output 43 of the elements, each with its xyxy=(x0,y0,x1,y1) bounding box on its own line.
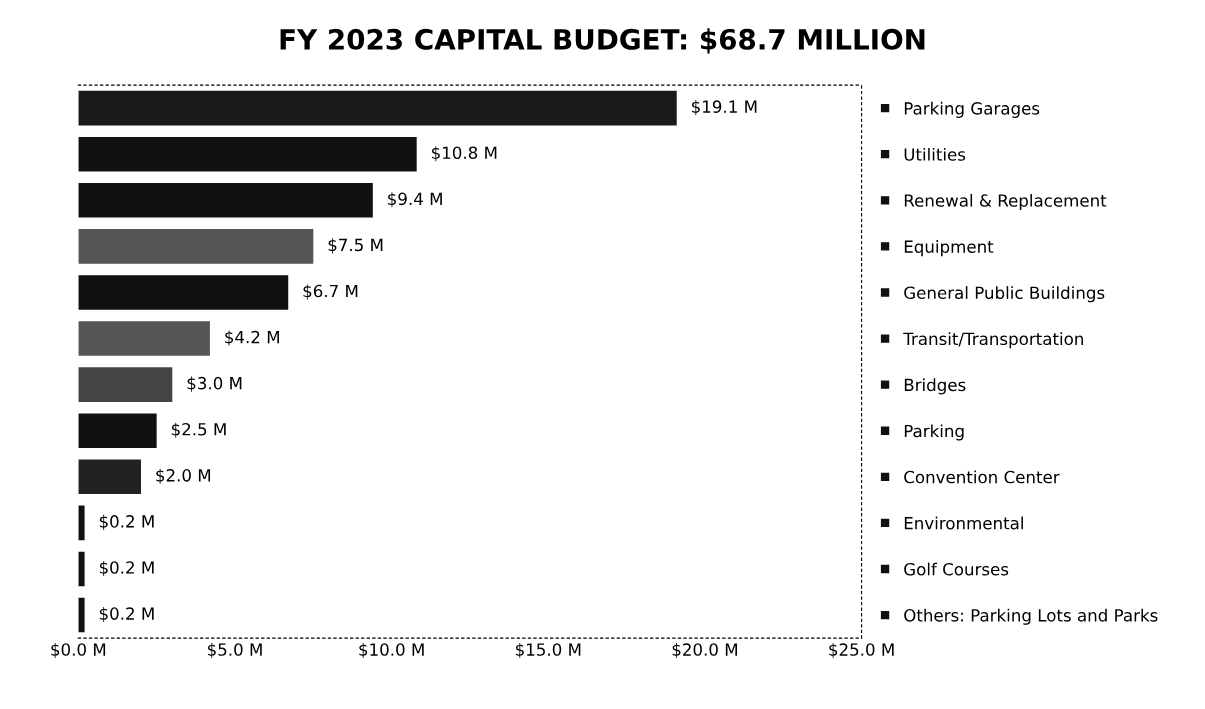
y-tick-label: Equipment xyxy=(904,240,994,257)
y-tick-label: Convention Center xyxy=(904,470,1060,484)
data-label: $9.4 M xyxy=(388,192,442,208)
y-tick-label: Bridges xyxy=(904,378,966,395)
y-tick-label: Environmental xyxy=(904,516,1023,530)
bar xyxy=(78,275,289,310)
data-label: $19.1 M xyxy=(692,100,757,116)
x-tick-label: $15.0 M xyxy=(515,642,581,659)
data-label: $7.5 M xyxy=(328,238,383,254)
y-tick-label: Golf Courses xyxy=(904,562,1009,576)
bar xyxy=(78,90,677,126)
data-label: $0.2 M xyxy=(99,560,154,577)
x-tick-label: $20.0 M xyxy=(672,642,737,659)
data-label: $2.5 M xyxy=(171,422,226,438)
bar xyxy=(78,505,85,541)
bar xyxy=(78,229,314,264)
y-tick-label: General Public Buildings xyxy=(904,286,1105,303)
chart-title: FY 2023 CAPITAL BUDGET: $68.7 MILLION xyxy=(280,28,925,54)
data-label: $6.7 M xyxy=(303,284,358,300)
bar xyxy=(78,597,85,633)
bar xyxy=(78,551,85,587)
data-label: $10.8 M xyxy=(431,146,497,162)
y-tick-label: Renewal & Replacement xyxy=(904,193,1107,211)
y-tick-label: Transit/Transportation xyxy=(903,332,1083,349)
bar xyxy=(78,183,373,218)
data-label: $3.0 M xyxy=(187,376,242,392)
bar xyxy=(78,413,157,448)
x-tick-label: $10.0 M xyxy=(359,642,424,659)
x-tick-label: $0.0 M xyxy=(51,642,106,659)
y-tick-label: Utilities xyxy=(904,147,966,161)
x-tick-label: $5.0 M xyxy=(207,642,262,659)
data-label: $0.2 M xyxy=(99,514,154,530)
y-tick-label: Parking Garages xyxy=(904,101,1040,118)
bar xyxy=(78,459,141,495)
x-tick-label: $25.0 M xyxy=(829,642,894,659)
y-tick-label: Others: Parking Lots and Parks xyxy=(904,608,1158,625)
y-tick-label: Parking xyxy=(904,424,964,441)
data-label: $0.2 M xyxy=(99,606,154,623)
data-label: $4.2 M xyxy=(225,330,279,346)
bar xyxy=(78,321,210,356)
bar xyxy=(78,136,417,172)
data-label: $2.0 M xyxy=(156,468,211,484)
bar xyxy=(78,367,173,402)
